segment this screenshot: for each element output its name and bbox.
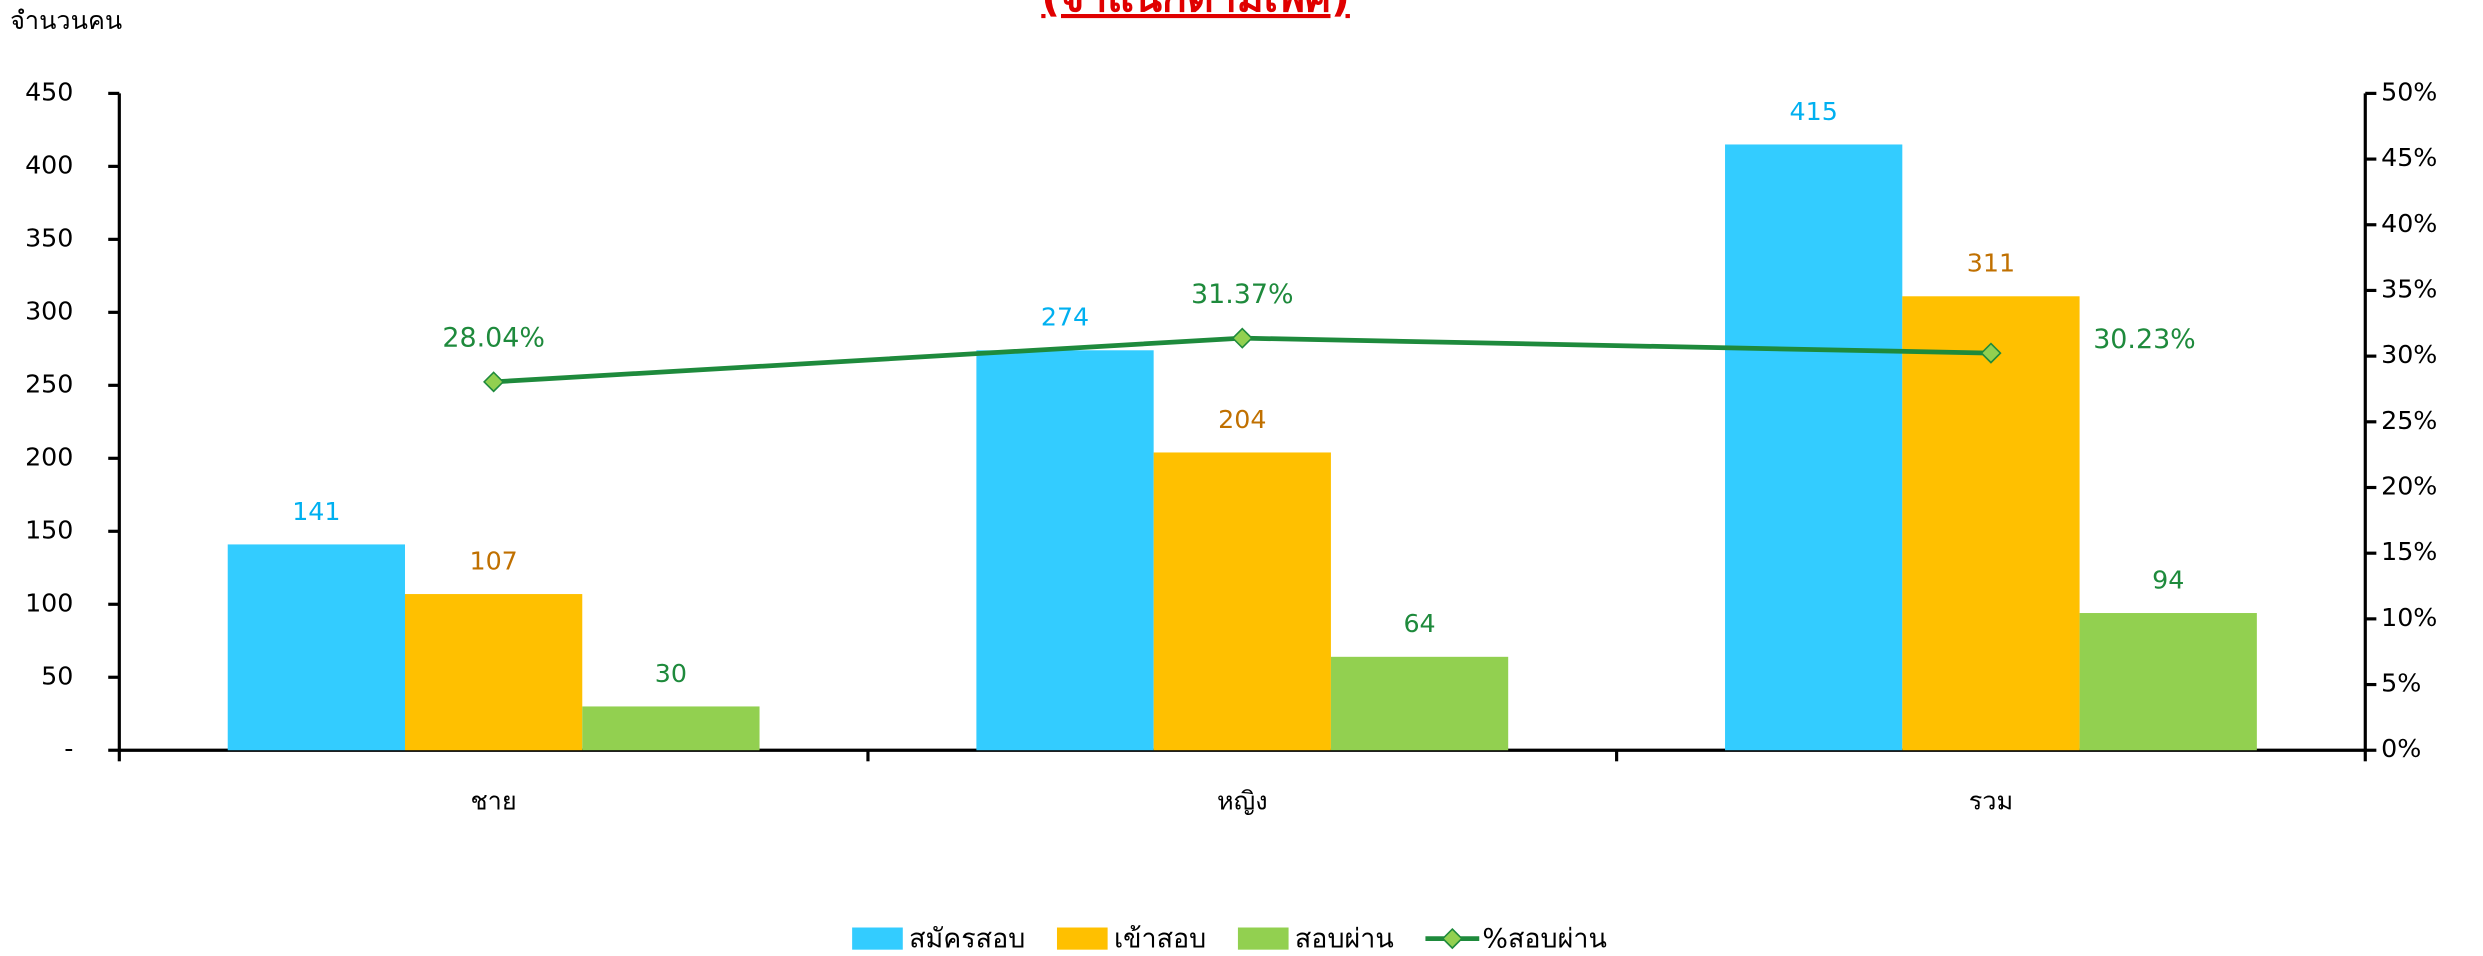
bar-label: 94 <box>2152 564 2184 594</box>
bar-label: 30 <box>655 658 687 688</box>
legend-label: เข้าสอบ <box>1114 924 1206 955</box>
bar <box>228 544 405 750</box>
bar-label: 415 <box>1790 96 1838 126</box>
line-label: 28.04% <box>442 323 545 354</box>
line-label: 31.37% <box>1191 279 1294 310</box>
y2-tick-label: 50% <box>2381 76 2437 106</box>
bar <box>582 706 759 750</box>
y-tick-label: 200 <box>25 441 73 471</box>
y-tick-label: 50 <box>41 660 73 690</box>
bar <box>405 594 582 750</box>
y-tick-label: 100 <box>25 587 73 617</box>
legend-label: สอบผ่าน <box>1295 924 1394 955</box>
bar-label: 141 <box>292 496 340 526</box>
x-tick-label: ชาย <box>471 785 517 815</box>
y2-tick-label: 45% <box>2381 142 2437 172</box>
bar-label: 274 <box>1041 302 1089 332</box>
legend-swatch <box>1238 928 1289 950</box>
y-tick-label: 400 <box>25 149 73 179</box>
y2-tick-label: 10% <box>2381 602 2437 632</box>
bar-label: 311 <box>1967 248 2015 278</box>
chart: (จำแนกตามเพศ) จำนวนคน -50100150200250300… <box>0 0 2483 956</box>
y-tick-label: 250 <box>25 368 73 398</box>
y2-tick-label: 25% <box>2381 405 2437 435</box>
bar-label: 204 <box>1218 404 1266 434</box>
legend-swatch <box>1057 928 1108 950</box>
bar <box>1902 296 2079 750</box>
y-tick-label: - <box>64 733 73 763</box>
y2-tick-label: 5% <box>2381 668 2421 698</box>
marker <box>1233 329 1252 348</box>
legend-swatch <box>852 928 903 950</box>
y2-tick-label: 0% <box>2381 733 2421 763</box>
y-tick-label: 450 <box>25 76 73 106</box>
y2-tick-label: 35% <box>2381 273 2437 303</box>
y-tick-label: 150 <box>25 514 73 544</box>
x-tick-label: หญิง <box>1217 785 1268 815</box>
y2-tick-label: 40% <box>2381 208 2437 238</box>
x-tick-label: รวม <box>1969 785 2014 815</box>
bar <box>2080 613 2257 750</box>
y-tick-label: 300 <box>25 295 73 325</box>
legend-label: %สอบผ่าน <box>1482 924 1606 955</box>
legend-marker <box>1443 929 1462 948</box>
bar <box>1725 144 1902 750</box>
line-label: 30.23% <box>2093 324 2196 355</box>
bar <box>1154 452 1331 750</box>
y-tick-label: 350 <box>25 222 73 252</box>
y-axis-label: จำนวนคน <box>10 5 122 35</box>
chart-title: (จำแนกตามเพศ) <box>1041 0 1350 21</box>
y2-tick-label: 30% <box>2381 339 2437 369</box>
bar <box>1331 657 1508 750</box>
bar-label: 64 <box>1403 608 1435 638</box>
y2-tick-label: 15% <box>2381 536 2437 566</box>
legend-label: สมัครสอบ <box>909 924 1025 955</box>
bar <box>976 350 1153 750</box>
bar-label: 107 <box>469 545 517 575</box>
marker <box>484 372 503 391</box>
y2-tick-label: 20% <box>2381 470 2437 500</box>
